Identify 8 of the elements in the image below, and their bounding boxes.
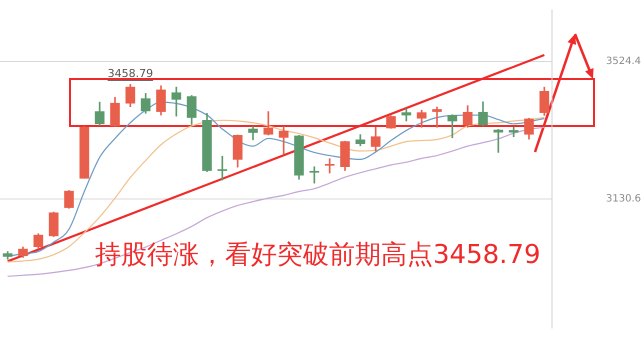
y-tick-label: 3130.6 bbox=[606, 194, 641, 205]
annotation: 3458.79 bbox=[108, 66, 154, 80]
annotation: 持股待涨，看好突破前期高点3458.79 bbox=[95, 240, 541, 270]
candlestick bbox=[432, 106, 442, 128]
candlestick bbox=[494, 129, 504, 153]
candlestick bbox=[218, 156, 228, 180]
candlestick bbox=[248, 126, 258, 140]
y-tick-label: 3524.4 bbox=[606, 56, 641, 68]
